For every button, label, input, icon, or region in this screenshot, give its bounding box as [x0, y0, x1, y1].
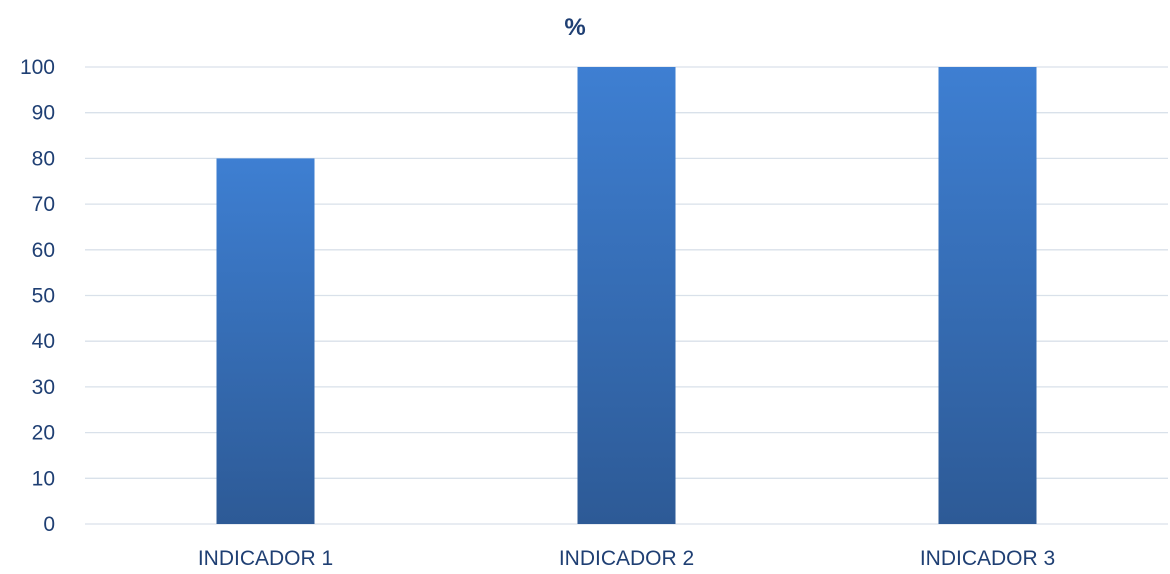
y-tick-label: 70	[32, 193, 55, 216]
bar-3	[938, 67, 1037, 524]
bars	[216, 67, 1037, 524]
y-tick-label: 90	[32, 102, 55, 125]
y-tick-label: 50	[32, 285, 55, 308]
y-axis-tick-labels: 0 10 20 30 40 50 60 70 80 90 100	[20, 56, 55, 536]
y-tick-label: 10	[32, 467, 55, 490]
x-axis-category-labels: INDICADOR 1 INDICADOR 2 INDICADOR 3	[198, 547, 1055, 570]
x-category-label: INDICADOR 1	[198, 547, 333, 570]
y-tick-label: 60	[32, 239, 55, 262]
y-tick-label: 100	[20, 56, 55, 79]
y-tick-label: 20	[32, 422, 55, 445]
x-category-label: INDICADOR 3	[920, 547, 1055, 570]
y-tick-label: 80	[32, 147, 55, 170]
bar-2	[577, 67, 676, 524]
x-category-label: INDICADOR 2	[559, 547, 694, 570]
y-tick-label: 0	[43, 513, 55, 536]
y-tick-label: 40	[32, 330, 55, 353]
y-tick-label: 30	[32, 376, 55, 399]
chart-title: %	[564, 14, 585, 41]
bar-1	[216, 158, 315, 524]
